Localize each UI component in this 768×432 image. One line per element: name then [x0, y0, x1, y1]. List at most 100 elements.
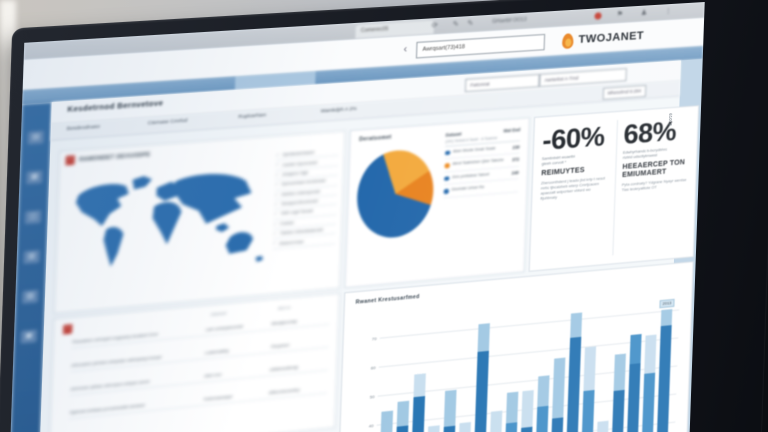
world-map	[74, 170, 264, 268]
search-input[interactable]: Awrqsart(73)418	[415, 33, 546, 59]
table-cell: Oterl rmo	[204, 372, 222, 379]
pie-card: Deratsomet Dataset Wat Eed (241) Tertest…	[344, 117, 530, 289]
bar-upper-segment	[396, 400, 409, 427]
bar-upper-segment	[660, 309, 672, 327]
bar[interactable]: 73	[639, 334, 656, 432]
bar[interactable]: 16	[392, 400, 409, 432]
sidebar-icon[interactable]: ◫	[24, 210, 42, 225]
bar-lower-segment	[654, 325, 672, 432]
bar-upper-segment	[629, 333, 642, 365]
pen-icon[interactable]: ✎	[467, 19, 474, 28]
kpi-block-1: -60% Samtinbdrt wuaetbi gleeh corvolt * R…	[540, 120, 610, 203]
bar[interactable]: 5b	[654, 309, 672, 432]
dashboard-page: Kesdetrnod Bernvetove Fwtcmrat Awrterkst…	[33, 60, 700, 432]
y-axis-tick: 50	[369, 393, 375, 400]
bar-upper-segment	[613, 354, 626, 391]
bar-upper-segment	[505, 392, 518, 424]
kpi-value: -60%	[541, 120, 605, 156]
y-axis-tick: 40	[368, 422, 374, 429]
legend-label: Aben Wurde Smab Teade	[452, 145, 496, 154]
map-card: ! RAMONDET DEVUODPE	[53, 130, 346, 314]
table-col-header: Gtamest	[210, 311, 227, 317]
toolbar-item[interactable]: Besdeodnaso	[66, 124, 100, 133]
bar[interactable]: 34	[609, 354, 626, 432]
chrome-text: GHaetbf OO13	[492, 16, 527, 25]
bar-upper-segment	[477, 323, 490, 353]
bar-badge: 2013	[659, 298, 675, 309]
bookmark-icon[interactable]: ⚑	[616, 10, 624, 19]
legend-value: 372	[511, 156, 520, 163]
legend-rows: Aben Wurde Smab Teade 230 Abrot Tsabrich…	[443, 140, 520, 198]
bar-lower-segment	[392, 425, 408, 432]
table-cell: Wesdjscrcrtay	[271, 319, 298, 327]
legend-label: Abrot Tsabrichen Qber Tateche	[452, 157, 504, 166]
bar-lower-segment	[579, 389, 595, 432]
legend-dot-icon	[444, 175, 449, 181]
bar-lower-segment	[533, 405, 548, 432]
reload-icon[interactable]: ⟳	[431, 22, 439, 30]
sidebar-icon[interactable]: ▣	[20, 329, 38, 344]
bar[interactable]: 14	[377, 410, 393, 432]
bar[interactable]: 20	[440, 390, 457, 432]
bar[interactable]: (2)	[563, 312, 582, 432]
header-field[interactable]: Fwtcmrat	[464, 73, 540, 93]
sidebar-icon[interactable]: ▤	[27, 130, 45, 145]
bar[interactable]: 5k	[517, 390, 534, 432]
bar[interactable]: 19	[624, 333, 642, 432]
bar[interactable]: 1b	[424, 425, 440, 432]
sidebar-icon[interactable]: ▦	[26, 170, 43, 185]
kpi-value: 68%	[623, 115, 677, 150]
kpi-card: -60% Samtinbdrt wuaetbi gleeh corvolt * R…	[528, 105, 700, 272]
bar-lower-segment	[517, 426, 532, 432]
logo[interactable]: TWOJANET	[561, 27, 644, 50]
pie-legend: Dataset Wat Eed (241) Tertest A Tassb · …	[443, 127, 520, 198]
y-axis-tick: 60	[370, 364, 376, 371]
flame-logo-icon	[561, 32, 575, 49]
sidebar-icon[interactable]: ▥	[23, 249, 40, 265]
bar[interactable]: 22	[456, 421, 471, 432]
pen-icon[interactable]: ✎	[452, 20, 459, 29]
bar[interactable]: Pu	[548, 357, 565, 432]
toolbar-dropdown[interactable]: Mhesvlrnd 6:284	[602, 84, 647, 100]
legend-label: Deomder Urtver Ra	[451, 184, 485, 192]
bar[interactable]: 2d	[594, 420, 609, 432]
bar[interactable]: 18	[408, 373, 426, 432]
legend-value: 230	[512, 143, 520, 150]
legend-dot-icon	[444, 150, 450, 156]
bar-chart-plot[interactable]: 706050403020101416181b20222426285k3aPu(2…	[369, 289, 680, 432]
table-cell: Ubfdersodtcrag	[269, 365, 298, 373]
toolbar-item[interactable]: Ctsmase Cmrlod	[147, 118, 188, 127]
legend-value: 240	[511, 169, 519, 176]
profile-icon[interactable]: ♟	[640, 9, 648, 17]
bar-chart-card: Rwanet Krestusarfmed 7060504030201014161…	[334, 261, 694, 432]
table-cell: Jnfcooslrsr ylrmkeo ahsyolys oahssyseg l…	[70, 355, 162, 368]
bar-lower-segment	[609, 389, 625, 432]
table-cell: Wfbcrvheorerltcy	[268, 387, 300, 396]
alert-icon[interactable]: !	[62, 324, 73, 335]
menu-icon[interactable]: ⋮	[664, 7, 672, 16]
bar-lower-segment	[639, 372, 655, 432]
legend-label: Zeru prefsdess Tabont	[451, 171, 490, 179]
pie-chart[interactable]	[355, 147, 435, 241]
alert-icon[interactable]: !	[65, 155, 75, 166]
bar-upper-segment	[427, 425, 440, 432]
bar-upper-segment	[570, 312, 582, 338]
kpi-divider	[612, 120, 619, 256]
screen: Comerec05 ⟳ ✎ ✎ GHaetbf OO13 ⚑ ♟ ⋮ ‹ Awr…	[3, 2, 705, 432]
bar-upper-segment	[521, 390, 534, 428]
detail-table-card: ! Gtamest Bcd ra Ttrwoaherc rehnsyet mog…	[48, 292, 341, 432]
toolbar-item[interactable]: Wamkdjrh A 2%	[320, 106, 357, 115]
bar-upper-segment	[458, 421, 471, 432]
notification-badge-icon[interactable]	[594, 12, 602, 20]
bar-upper-segment	[380, 410, 393, 432]
y-axis-tick: 70	[371, 335, 377, 342]
bar[interactable]: 7b	[579, 346, 596, 432]
bar[interactable]: 24	[471, 323, 490, 432]
sidebar-icon[interactable]: ▨	[22, 289, 39, 304]
bar[interactable]: 3a	[533, 375, 550, 432]
toolbar-item[interactable]: Ruplosrhien	[238, 113, 267, 121]
bar-lower-segment	[548, 417, 563, 432]
bar-upper-segment	[413, 373, 426, 398]
back-arrow-icon[interactable]: ‹	[403, 43, 408, 56]
